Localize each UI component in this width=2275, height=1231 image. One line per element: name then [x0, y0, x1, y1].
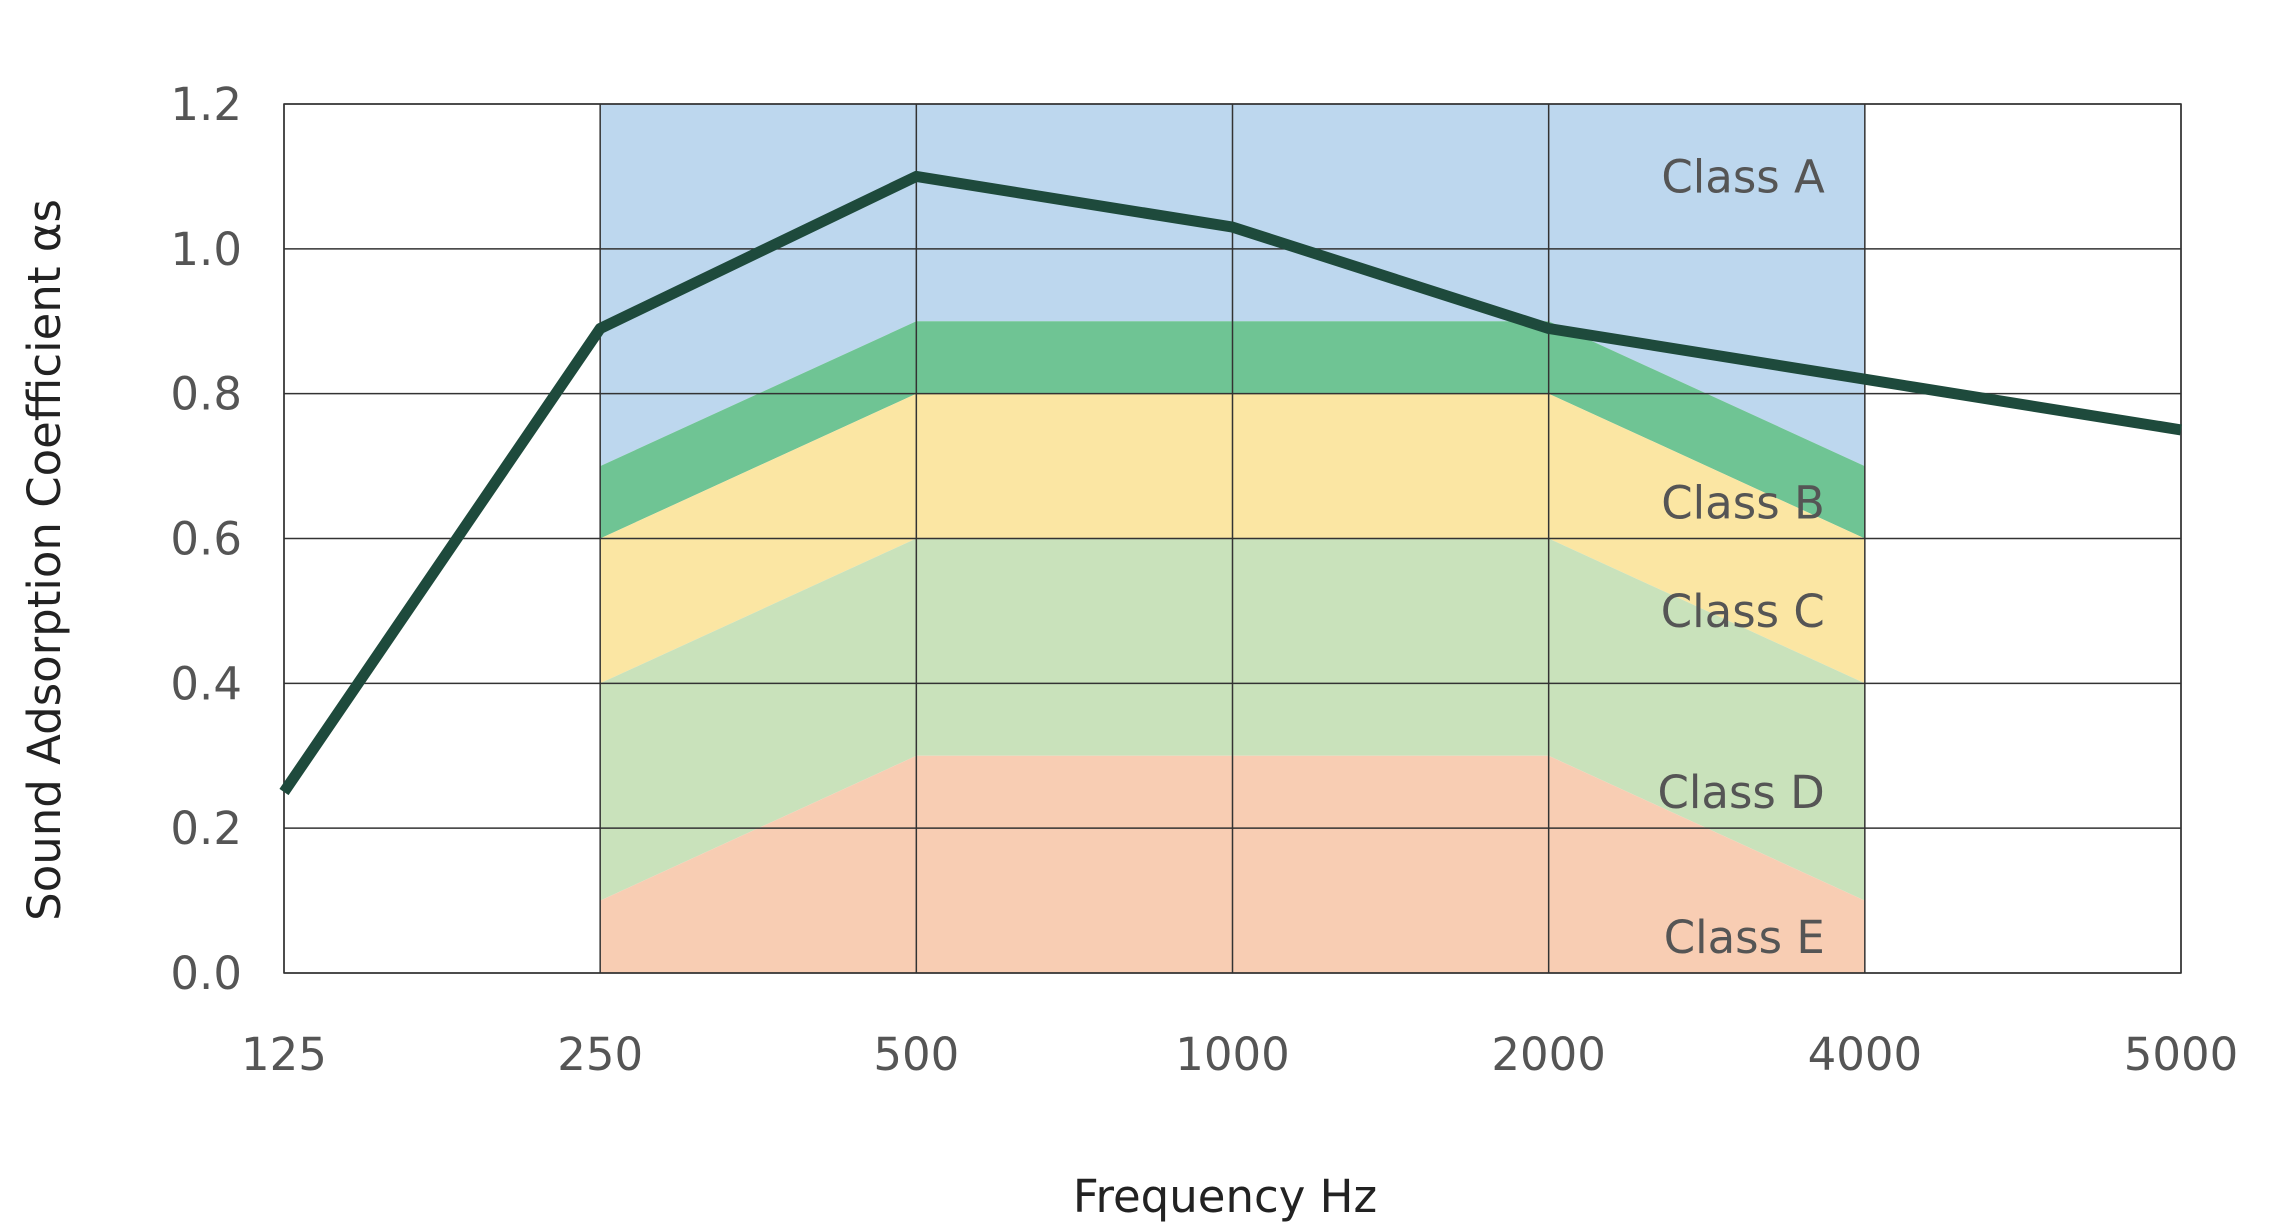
band-label-class-a: Class A	[1661, 150, 1825, 203]
y-tick-label: 1.2	[170, 78, 242, 131]
x-tick-label: 4000	[1808, 1028, 1923, 1081]
grid	[284, 104, 2181, 973]
x-tick-label: 1000	[1175, 1028, 1290, 1081]
y-tick-labels: 0.0 0.2 0.4 0.6 0.8 1.0 1.2	[170, 78, 242, 1000]
y-tick-label: 0.8	[170, 368, 242, 421]
x-tick-label: 5000	[2124, 1028, 2239, 1081]
band-label-class-b: Class B	[1661, 476, 1825, 529]
x-tick-label: 2000	[1491, 1028, 1606, 1081]
y-axis-title: Sound Adsorption Coefficient αs	[18, 199, 71, 921]
x-axis-title: Frequency Hz	[1073, 1170, 1377, 1223]
band-label-class-e: Class E	[1664, 911, 1825, 964]
y-tick-label: 0.6	[170, 513, 242, 566]
y-tick-label: 1.0	[170, 223, 242, 276]
x-tick-label: 125	[241, 1028, 327, 1081]
band-label-class-c: Class C	[1661, 585, 1825, 638]
x-tick-label: 500	[873, 1028, 959, 1081]
y-tick-label: 0.4	[170, 657, 242, 710]
x-tick-label: 250	[557, 1028, 643, 1081]
x-tick-labels: 125 250 500 1000 2000 4000 5000	[241, 1028, 2238, 1081]
y-tick-label: 0.2	[170, 802, 242, 855]
band-label-class-d: Class D	[1657, 766, 1824, 819]
y-tick-label: 0.0	[170, 947, 242, 1000]
